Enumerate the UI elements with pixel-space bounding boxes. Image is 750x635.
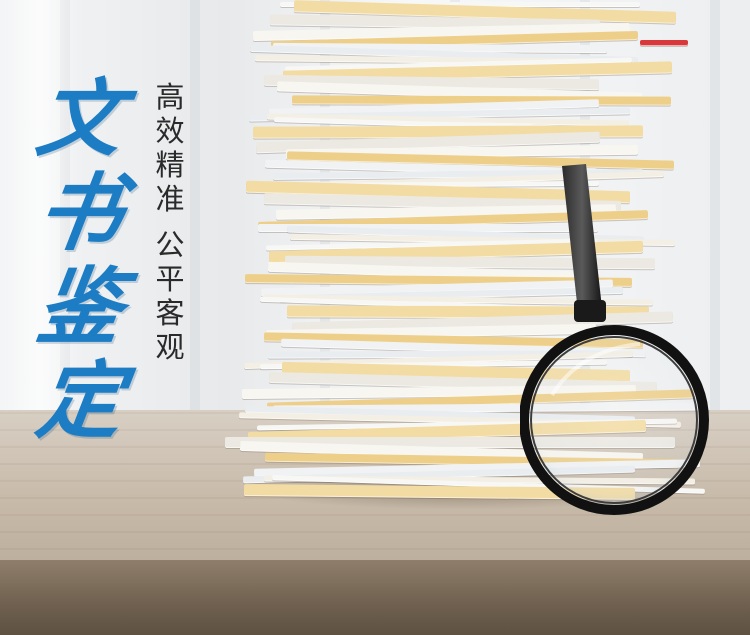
subtitle-char-1: 平 (155, 262, 185, 296)
subtitle-char-2: 客 (155, 296, 185, 330)
subtitle-char-3: 观 (155, 330, 185, 364)
vertical-subtitle: 高效精准 公平客观 (145, 80, 195, 400)
subtitle-char-1: 效 (155, 114, 185, 148)
subtitle-char-0: 公 (155, 228, 185, 262)
red-folder-tab (640, 40, 688, 46)
subtitle-line-1: 高效精准 (155, 80, 184, 216)
vertical-title: 文书鉴定 (31, 69, 148, 472)
document-stack (225, 0, 711, 500)
magnifying-glass-icon (520, 164, 709, 515)
title-char-2: 鉴 (31, 257, 130, 356)
title-char-1: 书 (31, 163, 130, 262)
table-front-edge (0, 560, 750, 635)
subtitle-char-2: 精 (155, 148, 185, 182)
subtitle-line-2: 公平客观 (155, 228, 184, 364)
subtitle-char-0: 高 (155, 80, 185, 114)
title-char-3: 定 (31, 351, 130, 450)
title-char-0: 文 (31, 69, 130, 168)
subtitle-char-3: 准 (155, 182, 185, 216)
